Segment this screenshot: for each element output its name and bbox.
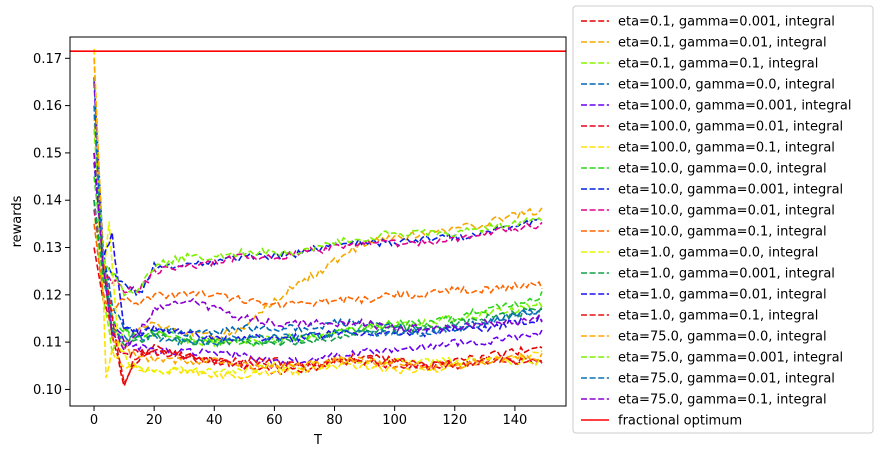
legend-label: fractional optimum (618, 414, 742, 429)
y-tick-label: 0.10 (33, 383, 62, 398)
series-line (93, 200, 543, 297)
x-tick-label: 80 (326, 413, 343, 428)
legend-label: eta=100.0, gamma=0.1, integral (618, 141, 835, 156)
legend-label: eta=75.0, gamma=0.1, integral (618, 393, 827, 408)
y-tick-label: 0.11 (33, 336, 62, 351)
y-tick-label: 0.14 (33, 194, 62, 209)
legend-label: eta=10.0, gamma=0.1, integral (618, 225, 827, 240)
y-axis-label: rewards (10, 195, 25, 247)
series-line (93, 152, 543, 385)
series-line (93, 152, 543, 375)
series-line (93, 162, 543, 343)
series-line (93, 105, 543, 348)
x-tick-label: 20 (146, 413, 163, 428)
series-line (93, 58, 543, 371)
x-tick-label: 0 (90, 413, 98, 428)
legend-label: eta=1.0, gamma=0.0, integral (618, 246, 818, 261)
x-tick-label: 40 (206, 413, 223, 428)
legend-label: eta=0.1, gamma=0.01, integral (618, 36, 827, 51)
legend-label: eta=75.0, gamma=0.0, integral (618, 330, 827, 345)
legend-label: eta=0.1, gamma=0.1, integral (618, 57, 818, 72)
series-line (93, 81, 543, 367)
legend-label: eta=1.0, gamma=0.1, integral (618, 309, 818, 324)
legend-label: eta=100.0, gamma=0.01, integral (618, 120, 843, 135)
x-tick-label: 100 (382, 413, 407, 428)
series-line (93, 77, 542, 338)
y-tick-label: 0.16 (33, 99, 62, 114)
plot-frame (69, 36, 567, 407)
legend-box (572, 5, 874, 434)
legend-label: eta=1.0, gamma=0.01, integral (618, 288, 827, 303)
series-line (93, 129, 543, 297)
legend-label: eta=1.0, gamma=0.001, integral (618, 267, 835, 282)
x-tick-label: 120 (442, 413, 467, 428)
series-line (93, 200, 543, 389)
series-line (93, 115, 543, 343)
legend-label: eta=75.0, gamma=0.001, integral (618, 351, 843, 366)
y-tick-label: 0.12 (33, 288, 62, 303)
legend-label: eta=100.0, gamma=0.001, integral (618, 99, 851, 114)
legend: eta=0.1, gamma=0.001, integral eta=0.1, g… (572, 5, 874, 434)
series-line (93, 223, 543, 312)
axes-layer: 0 20 40 60 80 100 120 140 0.10 0.11 0.12 0.13 0.14 0.… (10, 52, 527, 448)
series-line (93, 209, 543, 353)
legend-label: eta=10.0, gamma=0.01, integral (618, 204, 835, 219)
x-axis-label: T (313, 433, 322, 448)
legend-label: eta=0.1, gamma=0.001, integral (618, 15, 835, 30)
y-tick-label: 0.13 (33, 241, 62, 256)
legend-label: eta=10.0, gamma=0.0, integral (618, 162, 827, 177)
x-tick-label: 60 (266, 413, 283, 428)
legend-label: eta=100.0, gamma=0.0, integral (618, 78, 835, 93)
y-tick-label: 0.17 (33, 52, 62, 67)
y-tick-label: 0.15 (33, 146, 62, 161)
series-line (93, 152, 543, 353)
x-tick-label: 140 (502, 413, 527, 428)
series-line (93, 209, 543, 294)
legend-label: eta=75.0, gamma=0.01, integral (618, 372, 835, 387)
series-line (93, 247, 543, 371)
legend-label: eta=10.0, gamma=0.001, integral (618, 183, 843, 198)
series-layer (70, 48, 566, 389)
